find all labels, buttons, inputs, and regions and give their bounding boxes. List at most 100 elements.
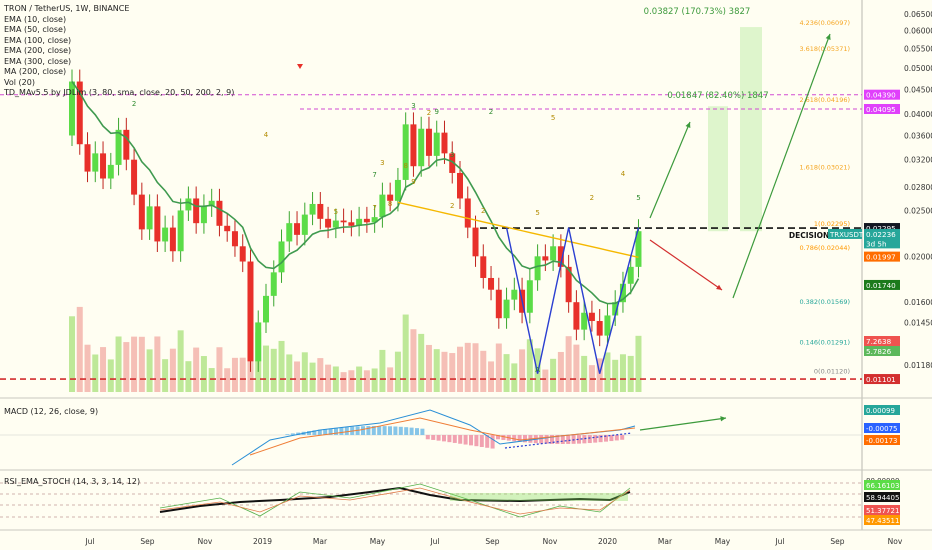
candle-body (526, 280, 533, 313)
legend-ma200[interactable]: MA (200, close) (4, 67, 67, 76)
price-badge-box (864, 251, 900, 262)
macd-histogram-bar (431, 435, 436, 440)
fib-level-label: 1.618(0.03021) (799, 164, 850, 172)
candle-body (76, 81, 83, 145)
macd-histogram-bar (490, 435, 495, 449)
price-badge-text: 7.2638 (866, 337, 892, 346)
volume-bar (449, 353, 456, 392)
candle-body (162, 227, 169, 242)
macd-value-text: 0.00099 (866, 407, 895, 415)
candle-body (69, 81, 75, 136)
ema-line (71, 81, 640, 305)
fib-level-label: 2.618(0.04196) (799, 96, 850, 104)
chart-title[interactable]: TRON / TetherUS, 1W, BINANCE (4, 4, 130, 13)
macd-histogram-bar (560, 435, 565, 444)
time-tick-label: Mar (658, 537, 673, 546)
fib-level-label: 0(0.01120) (814, 368, 850, 376)
legend-ema300[interactable]: EMA (300, close) (4, 56, 72, 66)
macd-histogram-bar (425, 435, 430, 440)
td-count-label: 5 (535, 209, 539, 217)
macd-divergence-line (504, 432, 633, 449)
td-count-label: 7 (372, 171, 376, 179)
macd-histogram-bar (388, 426, 392, 435)
candle-body (294, 223, 301, 235)
price-tick-label: 0.01450 (904, 318, 932, 327)
macd-histogram-bar (436, 435, 441, 441)
candle-body (107, 164, 114, 179)
volume-bar (519, 349, 526, 392)
macd-histogram-bar (420, 428, 425, 435)
legend-ema100[interactable]: EMA (100, close) (4, 35, 72, 45)
candle-body (441, 132, 448, 154)
candle-body (216, 200, 223, 226)
macd-histogram-bar (377, 426, 382, 435)
candle-body (131, 159, 138, 195)
candle-body (169, 227, 176, 252)
time-tick-label: Sep (830, 537, 844, 546)
candle-body (433, 132, 440, 156)
rsi-value-badge (864, 515, 900, 525)
volume-bar (294, 361, 301, 392)
ma-line (397, 201, 639, 259)
legend-ema200[interactable]: EMA (200, close) (4, 46, 72, 55)
volume-bar (596, 358, 603, 392)
long-target-arrow (732, 33, 831, 299)
volume-bar (309, 362, 316, 392)
macd-histogram-bar (296, 432, 301, 435)
candle-body (418, 128, 425, 167)
time-tick-label: 2020 (598, 537, 617, 546)
fib-level-label: 4.236(0.06097) (799, 19, 850, 27)
volume-bar (200, 356, 207, 392)
legend-td-mav[interactable]: TD_MAv5.5 by JDLim (3, 80, sma, close, 2… (4, 88, 235, 97)
volume-bar (216, 347, 223, 392)
price-badge-text: 0.02295 (866, 224, 896, 233)
target-zone-1 (708, 106, 728, 232)
volume-bar (410, 329, 417, 392)
price-badge-text: 0.02236 (866, 230, 896, 239)
price-badge-text: 0.04390 (866, 91, 896, 100)
volume-bar (131, 336, 138, 392)
fib-level-label: 0.146(0.01291) (799, 338, 850, 346)
volume-bar (464, 342, 471, 392)
time-tick-label: May (715, 537, 731, 546)
price-badge-text: 3d 5h (866, 239, 887, 248)
volume-bar (356, 366, 363, 392)
candle-body (286, 223, 293, 242)
macd-value-badge (864, 405, 900, 415)
macd-label[interactable]: MACD (12, 26, close, 9) (4, 407, 99, 416)
td-count-label: 7 (372, 204, 376, 212)
macd-histogram-bar (577, 435, 581, 444)
candle-body (635, 231, 642, 267)
td-count-label: 9 (434, 108, 438, 116)
symbol-badge-text: TRXUSDT (829, 231, 864, 239)
price-badge-box (864, 238, 900, 249)
volume-bar (100, 347, 107, 392)
td-count-label: 2 (489, 108, 493, 116)
legend-ema10[interactable]: EMA (10, close) (4, 14, 67, 24)
legend-vol[interactable]: Vol (20) (4, 77, 35, 87)
candle-body (278, 241, 285, 273)
volume-bar (557, 351, 564, 392)
macd-histogram-bar (463, 435, 468, 445)
macd-histogram-bar (409, 427, 414, 435)
macd-histogram-bar (458, 435, 463, 444)
stoch-d-line (159, 487, 631, 515)
candle-body (379, 194, 386, 218)
legend-ema50[interactable]: EMA (50, close) (4, 25, 67, 34)
candle-body (247, 261, 254, 362)
volume-bar (379, 349, 386, 392)
volume-bar (239, 357, 246, 392)
volume-bar (394, 351, 401, 392)
time-tick-label: Jul (84, 537, 94, 546)
annotation-target-2: 0.03827 (170.73%) 3827 (644, 7, 751, 17)
macd-up-arrow (639, 417, 727, 431)
td-count-label: 3 (380, 159, 384, 167)
rsi-stoch-label[interactable]: RSI_EMA_STOCH (14, 3, 3, 14, 12) (4, 477, 141, 486)
price-badge-box (864, 228, 900, 239)
td-count-label: 2 (427, 109, 431, 117)
volume-bar (92, 354, 99, 392)
macd-histogram-bar (496, 435, 500, 440)
macd-histogram-bar (550, 435, 554, 444)
